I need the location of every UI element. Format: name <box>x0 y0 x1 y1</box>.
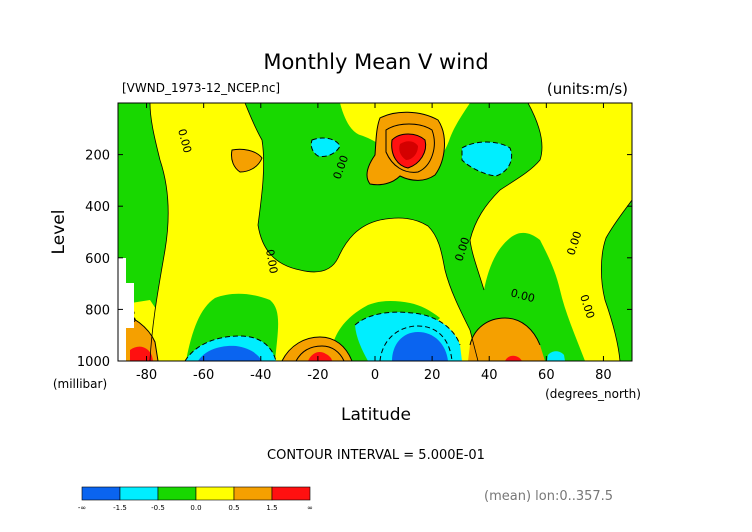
x-tick-label: 0 <box>371 368 379 383</box>
colorbar-label: 0.5 <box>228 504 239 512</box>
field-mod-negative-n-sfc <box>547 351 565 361</box>
colorbar-swatch <box>81 486 121 501</box>
contour-lines <box>118 111 541 361</box>
contour-line-s-sfc-2 <box>295 345 345 361</box>
colorbar-label: ∞ <box>307 504 313 512</box>
contour-interval: CONTOUR INTERVAL = 5.000E-01 <box>267 448 485 463</box>
field-strong-negative-s-sfc <box>198 345 262 361</box>
x-tick-label: 20 <box>424 368 441 383</box>
colorbar-label: 1.5 <box>266 504 277 512</box>
field-mod-positive-s-sfc <box>282 337 352 361</box>
x-tick-label: -40 <box>250 368 271 383</box>
x-tick-label: -20 <box>307 368 328 383</box>
field-strong-positive-core <box>399 141 418 160</box>
colorbar-swatch <box>233 486 273 501</box>
colorbar-swatch <box>271 486 311 501</box>
y-axis-units: (millibar) <box>53 377 107 391</box>
colorbar-label: 0.0 <box>190 504 201 512</box>
contour-line-neg-n-sub <box>461 141 513 177</box>
field-mod-negative-s-sub <box>311 138 340 157</box>
zero-contour-3 <box>469 103 543 291</box>
footer-note: (mean) lon:0..357.5 <box>484 489 613 504</box>
colorbar-swatch <box>195 486 235 501</box>
x-axis-title: Latitude <box>341 405 411 425</box>
y-axis-title: Level <box>49 210 69 255</box>
colorbar-swatch <box>157 486 197 501</box>
contour-line-n-sfc <box>469 317 541 346</box>
contour-line-s-sub <box>231 148 263 173</box>
y-tick-label: 200 <box>85 149 110 164</box>
x-axis: -80 -60 -40 -20 0 20 40 60 80 <box>136 103 612 383</box>
y-tick-label: 1000 <box>77 355 110 370</box>
field-mod-positive-s-sub <box>231 149 262 172</box>
units-label: (units:m/s) <box>547 80 628 98</box>
contour-line-neg-s-sub <box>310 137 341 157</box>
x-tick-label: 80 <box>595 368 612 383</box>
contour-lines-negative <box>184 137 513 361</box>
colorbar-label: -∞ <box>78 504 86 512</box>
field-strong-positive-sw-sfc <box>130 346 153 361</box>
field-positive-west <box>150 103 478 361</box>
colorbar-label: -0.5 <box>151 504 165 512</box>
x-tick-label: -80 <box>136 368 157 383</box>
x-tick-label: 60 <box>538 368 555 383</box>
y-tick-label: 600 <box>85 252 110 267</box>
field-strong-positive-n-sfc <box>505 355 522 361</box>
field-mod-negative-n-sub <box>462 142 512 176</box>
y-tick-label: 800 <box>85 303 110 318</box>
colorbar-swatch <box>119 486 159 501</box>
zero-contour-1 <box>149 103 169 361</box>
y-tick-label: 400 <box>85 200 110 215</box>
colorbar-label: -1.5 <box>113 504 127 512</box>
contour-label: 0.00 <box>263 248 280 274</box>
contour-fields: 0.00 0.00 0.00 0.00 0.00 0.00 0.00 0.00 <box>118 103 632 361</box>
zero-contour-2 <box>244 103 479 361</box>
field-mod-positive-n-sfc <box>468 318 545 361</box>
contour-label: 0.00 <box>175 127 194 154</box>
field-positive-east <box>470 103 632 361</box>
contour-line-jet-inner <box>391 133 427 169</box>
x-tick-label: -60 <box>193 368 214 383</box>
contour-line-neg-eq-sfc-1 <box>354 311 461 346</box>
zero-contour-4 <box>600 199 632 361</box>
x-axis-units: (degrees_north) <box>545 387 641 401</box>
file-label: [VWND_1973-12_NCEP.nc] <box>122 81 280 95</box>
contour-line-jet-outer <box>366 111 445 186</box>
contour-line-s-sfc-1 <box>281 336 353 361</box>
field-strong-positive-s-sfc <box>308 352 332 361</box>
x-tick-label: 40 <box>481 368 498 383</box>
zero-contours <box>149 103 632 361</box>
contour-label: 0.00 <box>509 286 536 305</box>
chart-title: Monthly Mean V wind <box>263 50 488 74</box>
contour-line-jet-mid <box>385 123 435 173</box>
contour-line-neg-s-sfc <box>184 335 277 361</box>
field-strong-negative-eq-sfc <box>392 332 448 361</box>
missing-data-mask <box>126 283 134 328</box>
colorbar: -∞ -1.5 -0.5 0.0 0.5 1.5 ∞ <box>78 486 313 512</box>
contour-line-neg-eq-sfc-2 <box>379 325 453 361</box>
y-axis: 200 400 600 800 1000 <box>77 149 632 370</box>
